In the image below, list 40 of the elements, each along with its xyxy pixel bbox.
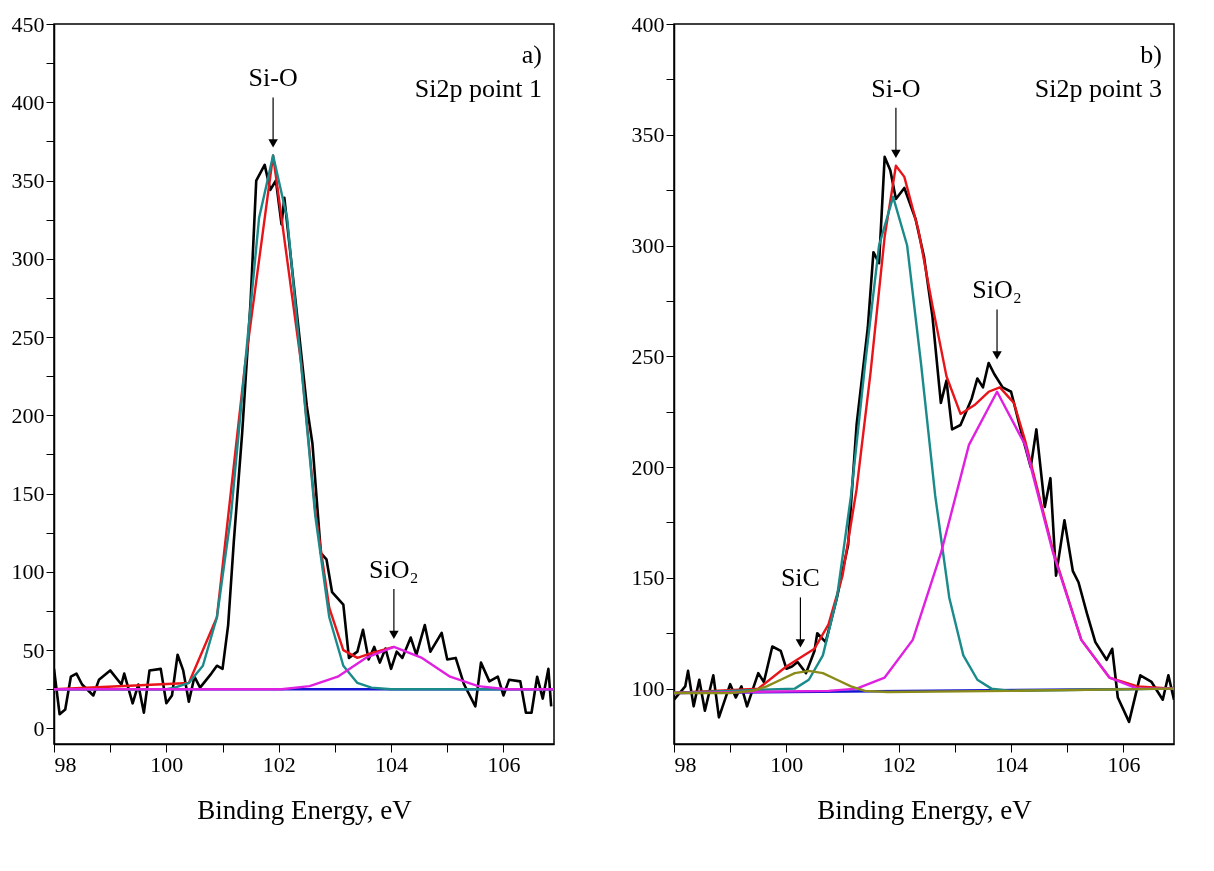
x-tick-label: 100 <box>150 751 184 777</box>
x-tick-label: 106 <box>487 751 521 777</box>
annotation: a) <box>521 40 542 69</box>
x-tick-label: 106 <box>1107 751 1141 777</box>
y-tick-label: 150 <box>11 481 45 507</box>
y-tick-label: 0 <box>33 715 45 741</box>
x-tick-label: 100 <box>770 751 804 777</box>
y-tick-label: 350 <box>631 122 665 148</box>
y-tick-label: 150 <box>631 565 665 591</box>
line-series <box>54 645 554 691</box>
line-series <box>674 669 1174 695</box>
x-tick-label: 104 <box>995 751 1029 777</box>
annotation: SiO₂ <box>369 554 419 584</box>
y-tick-label: 50 <box>22 637 45 663</box>
annotation: SiO₂ <box>972 275 1022 305</box>
y-tick-label: 200 <box>631 454 665 480</box>
x-tick-label: 98 <box>54 751 77 777</box>
y-tick-label: 300 <box>631 233 665 259</box>
annotation: SiC <box>780 563 820 593</box>
y-tick-label: 450 <box>11 11 45 37</box>
x-tick-label: 102 <box>882 751 916 777</box>
y-tick-label: 250 <box>11 324 45 350</box>
y-tick-label: 200 <box>11 402 45 428</box>
x-tick-label: 98 <box>674 751 697 777</box>
annotation: Si-O <box>248 63 298 93</box>
y-tick-label: 350 <box>11 168 45 194</box>
y-tick-label: 400 <box>11 89 45 115</box>
x-axis-title: Binding Energy, eV <box>197 794 413 825</box>
annotation: Si-O <box>871 73 921 103</box>
y-tick-label: 100 <box>11 559 45 585</box>
annotation: Si2p point 3 <box>1034 74 1162 103</box>
x-tick-label: 102 <box>262 751 296 777</box>
x-tick-label: 104 <box>375 751 409 777</box>
x-axis-title: Binding Energy, eV <box>817 794 1033 825</box>
y-tick-label: 250 <box>631 343 665 369</box>
annotation: b) <box>1140 40 1162 69</box>
y-tick-label: 400 <box>631 11 665 37</box>
y-tick-label: 300 <box>11 246 45 272</box>
annotation: Si2p point 1 <box>414 74 542 103</box>
y-tick-label: 100 <box>631 676 665 702</box>
